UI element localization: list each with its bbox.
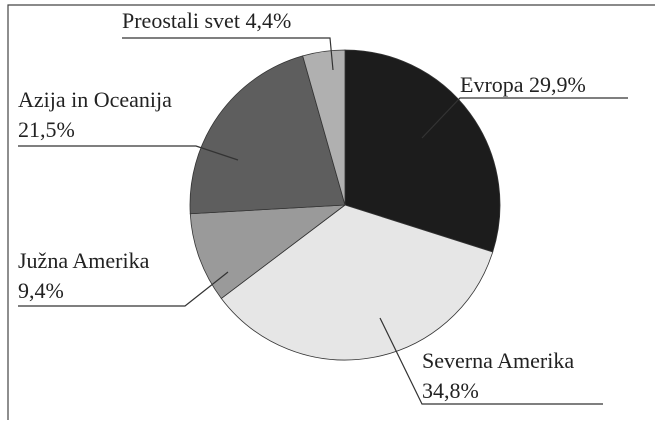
leader-line	[18, 145, 239, 161]
slice-label: Severna Amerika 34,8%	[422, 346, 617, 406]
frame	[7, 4, 655, 420]
pie-slice	[220, 204, 494, 361]
value-label: 4,4%	[245, 8, 292, 33]
pie-slice	[344, 49, 501, 253]
value-label: 21,5%	[18, 117, 75, 142]
category-name: Južna Amerika	[18, 248, 150, 273]
pie-slice	[189, 204, 347, 300]
slice-label: Evropa 29,9%	[460, 70, 586, 100]
pie-slice	[302, 49, 346, 206]
value-label: 29,9%	[529, 72, 586, 97]
value-label: 34,8%	[422, 378, 479, 403]
leader-line	[421, 97, 628, 139]
category-name: Preostali svet	[122, 8, 240, 33]
category-name: Severna Amerika	[422, 348, 575, 373]
slice-label: Azija in Oceanija 21,5%	[18, 85, 208, 145]
slice-label: Južna Amerika 9,4%	[18, 246, 188, 306]
category-name: Evropa	[460, 72, 524, 97]
leader-line	[379, 317, 603, 405]
category-name: Azija in Oceanija	[18, 87, 172, 112]
leader-line	[122, 37, 334, 71]
leader-line	[18, 271, 229, 307]
slice-label: Preostali svet 4,4%	[122, 6, 291, 36]
value-label: 9,4%	[18, 278, 64, 303]
pie-slice	[189, 55, 346, 215]
